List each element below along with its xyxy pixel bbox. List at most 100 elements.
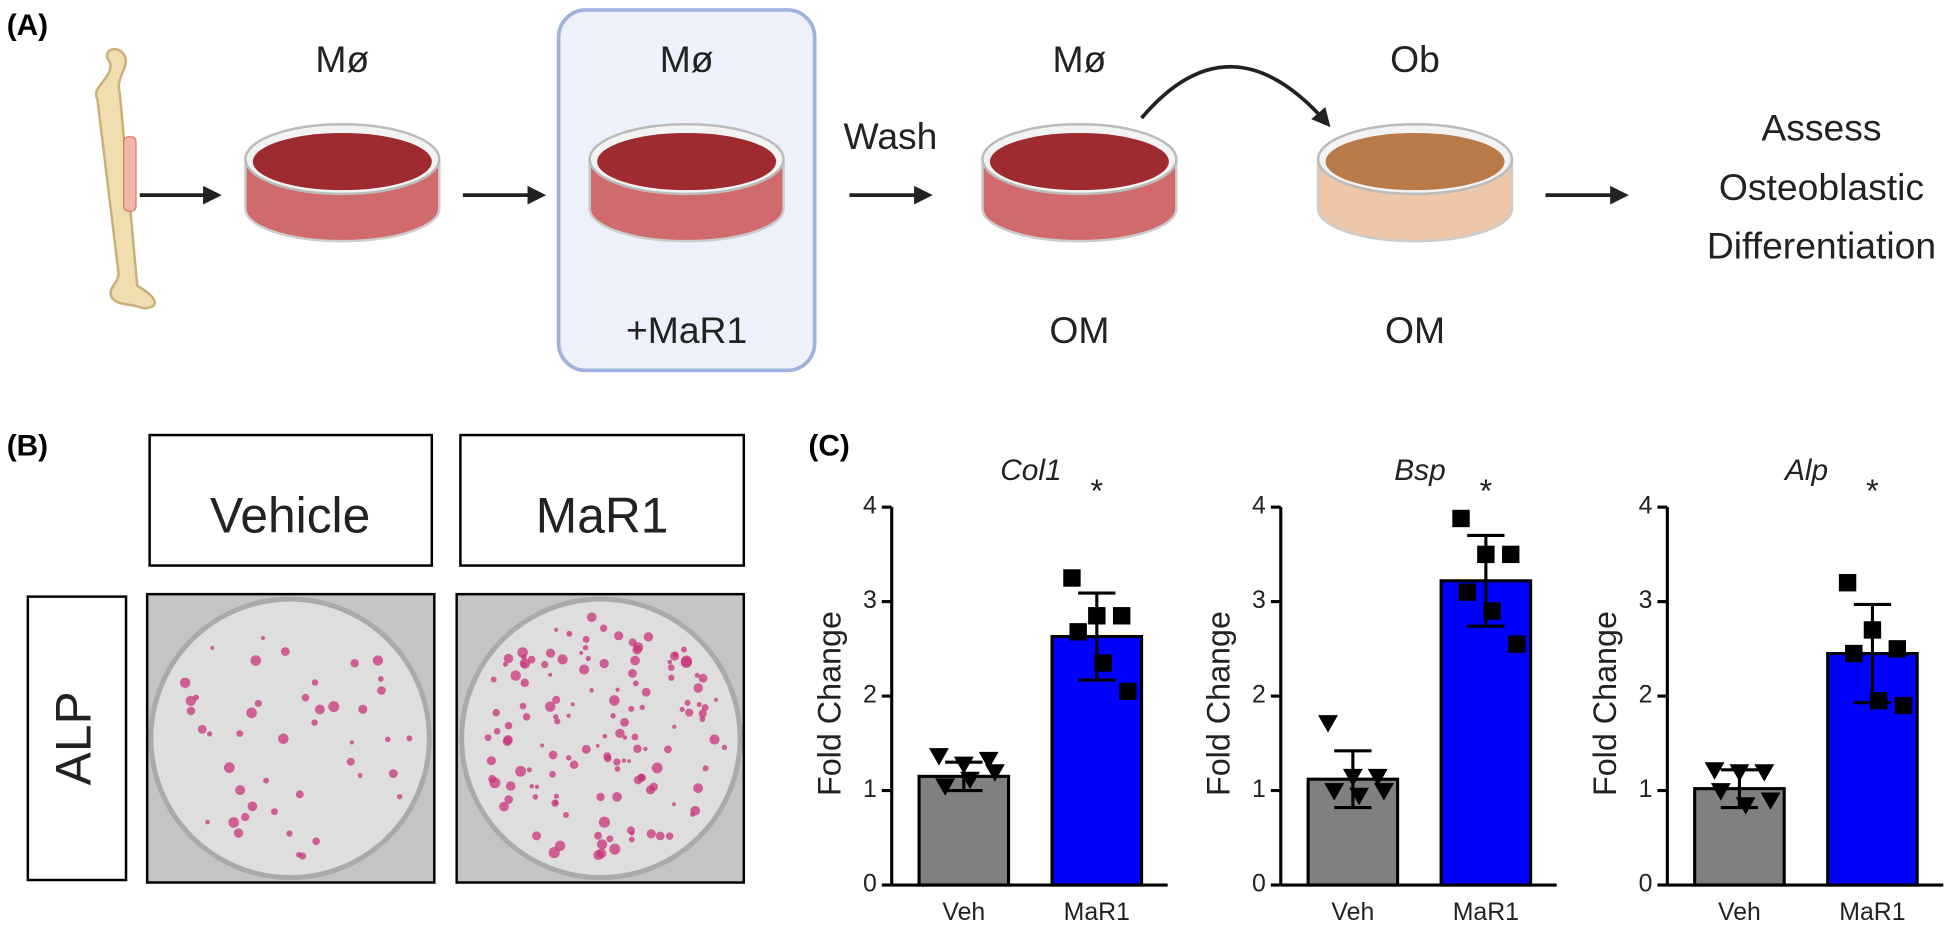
stain-dot xyxy=(540,743,545,748)
y-axis-label: Fold Change xyxy=(1201,611,1237,796)
stain-dot xyxy=(570,702,575,707)
stain-dot xyxy=(545,648,556,658)
x-tick-label: Veh xyxy=(1718,899,1761,926)
column-box xyxy=(148,433,434,567)
row-box xyxy=(26,595,128,882)
stain-dot xyxy=(655,831,665,841)
data-point xyxy=(1063,569,1081,587)
stain-dot xyxy=(519,658,531,669)
dish-medium xyxy=(989,133,1169,191)
stain-dot xyxy=(260,636,266,641)
stain-dot xyxy=(205,819,210,825)
stain-dot xyxy=(377,686,386,695)
data-point xyxy=(1710,783,1731,801)
y-tick-label: 1 xyxy=(1639,776,1653,803)
stain-dot xyxy=(599,624,608,632)
y-axis-label: Fold Change xyxy=(1587,611,1623,796)
data-point xyxy=(1342,768,1363,787)
assess-line: Assess xyxy=(1761,106,1881,148)
stain-dot xyxy=(620,717,629,727)
stain-dot xyxy=(311,719,318,726)
stain-dot xyxy=(668,674,675,681)
row-label: ALP xyxy=(46,691,102,785)
x-tick-label: MaR1 xyxy=(1064,899,1130,926)
stain-dot xyxy=(210,645,215,650)
stain-dot xyxy=(685,708,694,717)
stain-dot xyxy=(490,676,497,683)
column-label: Vehicle xyxy=(210,488,370,544)
stain-dot xyxy=(628,668,637,678)
stain-dot xyxy=(377,676,384,682)
data-point xyxy=(960,771,980,790)
stain-dot xyxy=(549,770,556,778)
data-point xyxy=(1894,696,1913,715)
stain-dot xyxy=(193,694,200,701)
stain-dot xyxy=(602,733,608,739)
data-point xyxy=(1458,583,1476,601)
assess-line: Osteoblastic xyxy=(1719,166,1924,208)
stain-dot xyxy=(296,852,302,858)
stain-dot xyxy=(643,746,648,752)
bar xyxy=(1439,579,1533,887)
chart-title: Bsp xyxy=(1394,454,1445,487)
stain-dot xyxy=(702,765,709,772)
stain-dot xyxy=(314,704,325,715)
stain-dot xyxy=(328,701,340,713)
stain-dot xyxy=(651,762,663,774)
data-point xyxy=(984,764,1005,782)
stain-dot xyxy=(598,816,610,828)
y-tick-label: 2 xyxy=(863,682,877,709)
data-point xyxy=(1374,783,1394,801)
data-point xyxy=(1869,692,1888,710)
y-tick-label: 3 xyxy=(1252,587,1266,614)
y-tick-label: 1 xyxy=(863,776,877,803)
stain-dot xyxy=(664,745,672,754)
stain-dot xyxy=(603,752,612,761)
x-tick-label: Veh xyxy=(1331,899,1374,926)
stain-dot xyxy=(613,758,621,766)
stain-dot xyxy=(615,687,620,692)
stain-dot xyxy=(696,702,702,708)
stain-dot xyxy=(612,791,622,802)
stain-dot xyxy=(280,647,290,656)
chart-title: Alp xyxy=(1783,454,1828,487)
significance-mark: * xyxy=(1866,473,1879,509)
stain-dot xyxy=(698,709,707,718)
data-point xyxy=(1119,682,1137,701)
stain-dot xyxy=(679,706,685,713)
stain-dot xyxy=(614,631,624,641)
data-point xyxy=(1367,768,1388,787)
dish-label: Mø xyxy=(315,38,369,80)
stain-dot xyxy=(250,655,262,666)
stain-dot xyxy=(503,653,514,664)
curved-arrow xyxy=(1140,64,1331,128)
stain-dot xyxy=(606,835,614,843)
stain-dot xyxy=(631,733,639,741)
data-point xyxy=(1838,574,1857,592)
stain-dot xyxy=(532,831,542,841)
stain-dot xyxy=(698,673,708,683)
stain-dot xyxy=(350,658,359,668)
stain-dot xyxy=(589,688,594,693)
stain-dot xyxy=(541,660,549,669)
data-point xyxy=(1754,764,1775,782)
stain-dot xyxy=(502,736,512,746)
y-tick-label: 3 xyxy=(863,587,877,614)
stain-dot xyxy=(510,670,521,681)
stain-dot xyxy=(396,793,403,800)
stain-dot xyxy=(665,832,674,840)
stain-dot xyxy=(593,849,604,861)
petri-dish xyxy=(981,123,1178,243)
stain-dot xyxy=(554,718,561,725)
stain-dot xyxy=(680,656,692,669)
dish-label: OM xyxy=(1049,309,1109,351)
data-point xyxy=(935,778,956,796)
stain-dot xyxy=(582,644,589,651)
stain-dot xyxy=(701,704,709,711)
stain-dot xyxy=(566,630,573,637)
stain-dot xyxy=(358,704,368,714)
stain-dot xyxy=(235,785,246,796)
chart-title: Col1 xyxy=(1000,454,1061,487)
stain-dot xyxy=(569,760,579,769)
stain-dot xyxy=(246,707,257,719)
